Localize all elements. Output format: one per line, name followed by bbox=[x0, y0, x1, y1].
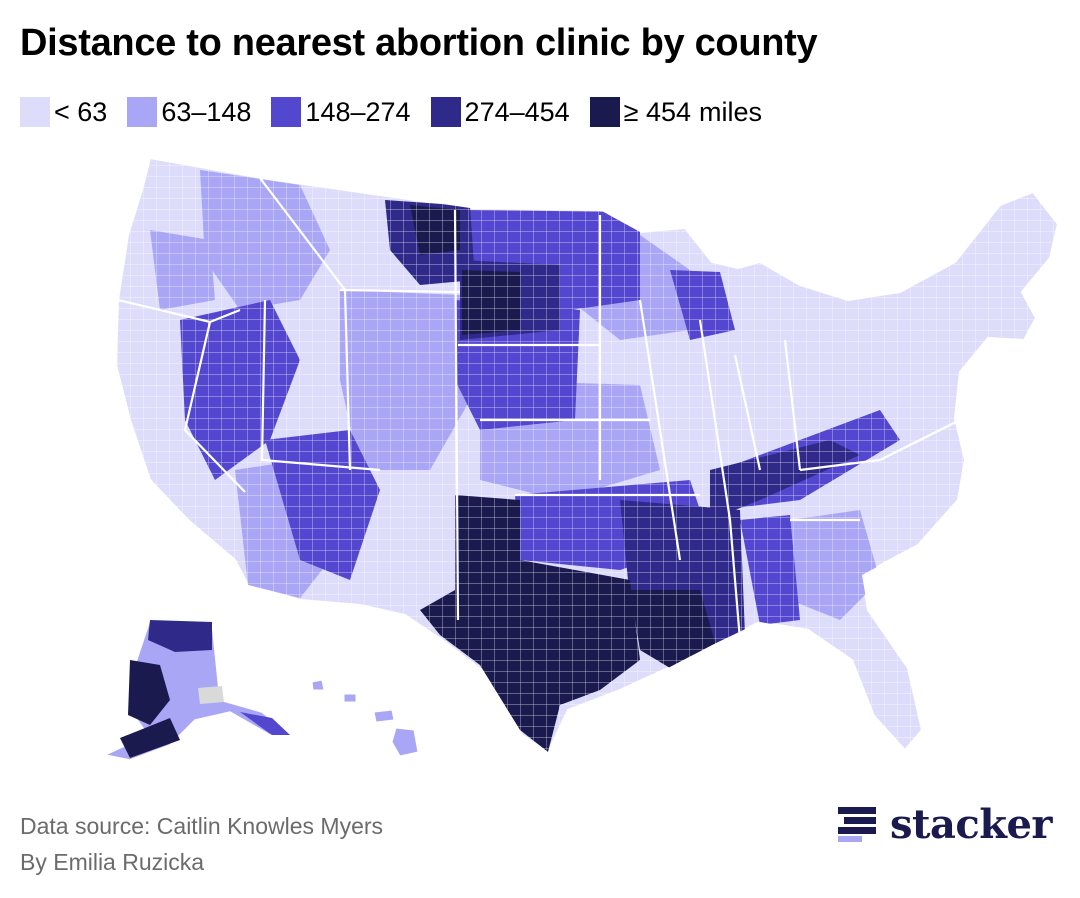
legend-item-3: 148–274 bbox=[271, 96, 411, 128]
stacker-logo[interactable]: stacker bbox=[836, 800, 1066, 848]
legend-unit: miles bbox=[699, 96, 763, 127]
legend-label-3: 148–274 bbox=[305, 96, 411, 127]
legend-label-5: ≥ 454 bbox=[623, 96, 692, 127]
us-county-map bbox=[102, 156, 1060, 761]
hawaii-big-island bbox=[391, 727, 419, 757]
legend: < 63 63–148 148–274 274–454 ≥ 454 miles bbox=[20, 97, 762, 127]
hawaii-oahu bbox=[343, 693, 357, 703]
legend-item-1: < 63 bbox=[20, 97, 107, 128]
legend-label-4: 274–454 bbox=[464, 96, 570, 127]
legend-swatch-3 bbox=[271, 97, 302, 127]
legend-swatch-5 bbox=[589, 97, 620, 127]
hawaii bbox=[311, 679, 419, 757]
legend-label-2: 63–148 bbox=[161, 96, 252, 127]
stacker-wordmark: stacker bbox=[890, 800, 1053, 848]
alaska-north-slope bbox=[148, 620, 212, 652]
hawaii-maui bbox=[373, 709, 395, 723]
legend-swatch-1 bbox=[20, 97, 50, 127]
byline: By Emilia Ruzicka bbox=[20, 849, 205, 875]
state-borders bbox=[117, 177, 961, 641]
alaska bbox=[102, 619, 293, 761]
hawaii-kauai bbox=[311, 679, 325, 691]
alaska-southwest bbox=[120, 718, 180, 758]
alaska-no-data bbox=[198, 686, 224, 704]
legend-swatch-2 bbox=[127, 97, 158, 127]
legend-swatch-4 bbox=[430, 97, 461, 127]
alaska-west bbox=[128, 660, 170, 725]
stacker-logo-icon bbox=[838, 807, 876, 842]
legend-label-1: < 63 bbox=[54, 96, 108, 127]
data-source: Data source: Caitlin Knowles Myers bbox=[20, 813, 384, 839]
alaska-panhandle bbox=[240, 712, 290, 735]
chart-title: Distance to nearest abortion clinic by c… bbox=[20, 22, 818, 64]
legend-item-2: 63–148 bbox=[127, 97, 251, 128]
legend-item-4: 274–454 bbox=[430, 96, 570, 128]
legend-item-5: ≥ 454 bbox=[589, 96, 692, 128]
